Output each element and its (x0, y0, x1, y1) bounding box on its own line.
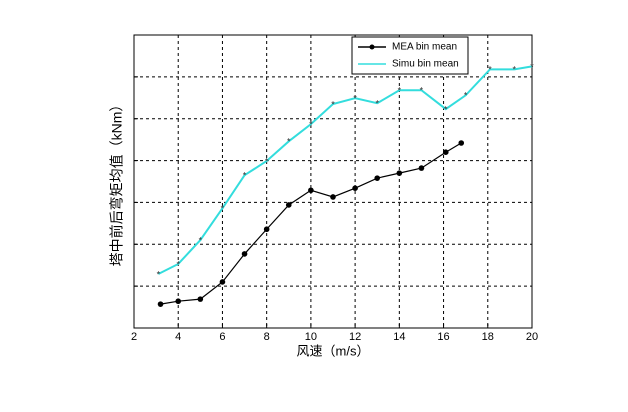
marker (458, 140, 465, 146)
marker: * (464, 91, 468, 101)
plot-frame (133, 34, 533, 329)
marker (219, 279, 226, 285)
marker: * (265, 156, 269, 166)
x-tick-label: 18 (482, 331, 494, 343)
marker: * (420, 86, 424, 96)
x-tick-label: 16 (437, 331, 449, 343)
marker (308, 187, 314, 194)
legend-label: Simu bin mean (392, 59, 459, 70)
marker: * (488, 65, 492, 75)
marker (157, 301, 164, 307)
x-tick-label: 8 (264, 331, 270, 343)
x-axis-label: 风速（m/s） (297, 343, 370, 358)
marker: * (444, 104, 448, 114)
y-axis-label: 塔中前后弯矩均值（kNm） (109, 98, 125, 267)
marker: * (530, 62, 534, 72)
marker (197, 296, 204, 302)
marker: * (199, 235, 203, 245)
marker: * (176, 259, 180, 269)
marker (175, 298, 182, 305)
marker: * (375, 99, 379, 109)
x-tick-label: 2 (131, 331, 137, 343)
series-line (157, 65, 533, 275)
marker (263, 226, 270, 233)
marker (352, 185, 358, 191)
marker (396, 170, 403, 176)
legend-marker (369, 44, 375, 50)
marker: * (398, 86, 402, 96)
x-tick-label: 14 (393, 331, 405, 343)
marker: * (331, 99, 335, 109)
marker: * (157, 269, 161, 279)
marker: * (353, 94, 357, 104)
legend-box (351, 36, 469, 75)
marker: * (243, 171, 247, 181)
legend-label: MEA bin mean (392, 42, 457, 53)
marker (330, 194, 336, 200)
marker (374, 175, 381, 181)
x-tick-label: 6 (219, 331, 225, 343)
marker (241, 251, 248, 257)
x-tick-label: 12 (349, 331, 361, 343)
x-tick-label: 20 (526, 331, 538, 343)
marker (442, 149, 449, 155)
marker: * (513, 65, 517, 75)
marker: * (221, 204, 225, 214)
marker (285, 202, 292, 208)
marker: * (287, 137, 291, 147)
marker (418, 165, 425, 171)
x-tick-label: 10 (305, 331, 317, 343)
marker: * (309, 120, 313, 130)
x-tick-label: 4 (175, 331, 181, 343)
